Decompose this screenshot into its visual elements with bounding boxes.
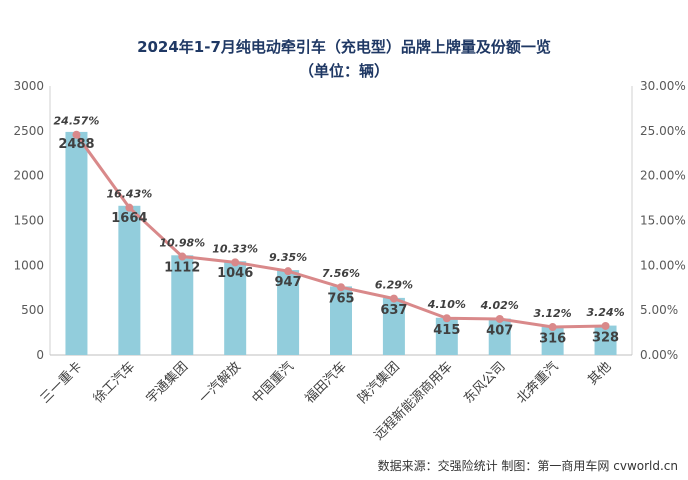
- y2-tick-label: 10.00%: [640, 258, 686, 272]
- share-point: [178, 252, 187, 261]
- x-tick-label: 北奔重汽: [513, 359, 561, 407]
- share-point: [231, 258, 240, 267]
- y2-tick-label: 20.00%: [640, 169, 686, 183]
- bar: [277, 270, 300, 355]
- bar-value-label: 1046: [217, 266, 253, 281]
- bar-value-label: 316: [539, 332, 566, 347]
- x-tick-label: 东风公司: [461, 359, 508, 406]
- share-point: [548, 323, 557, 332]
- share-point: [601, 321, 610, 330]
- y2-tick-label: 5.00%: [640, 303, 678, 317]
- bar-value-label: 1112: [164, 260, 200, 275]
- footer-source: 数据来源：交强险统计 制图：第一商用车网 cvworld.cn: [377, 459, 678, 473]
- bar: [118, 205, 141, 355]
- share-point: [284, 267, 293, 276]
- chart-title: 2024年1-7月纯电动牵引车（充电型）品牌上牌量及份额一览: [137, 38, 551, 56]
- x-tick-label: 中国重汽: [249, 359, 297, 407]
- share-value-label: 10.33%: [212, 242, 258, 255]
- y2-tick-label: 25.00%: [640, 124, 686, 138]
- bar: [171, 255, 194, 355]
- x-tick-label: 陕汽集团: [355, 359, 403, 407]
- y-tick-label: 2000: [13, 169, 44, 183]
- bar-value-label: 407: [486, 324, 513, 339]
- share-value-label: 6.29%: [375, 279, 413, 292]
- share-point: [337, 283, 345, 292]
- y-tick-label: 1500: [13, 214, 44, 228]
- share-value-label: 4.10%: [427, 298, 466, 311]
- share-point: [389, 294, 398, 303]
- y2-tick-label: 15.00%: [640, 214, 686, 228]
- share-point: [72, 130, 81, 139]
- bar: [382, 297, 405, 355]
- share-point: [495, 314, 504, 323]
- share-value-label: 3.24%: [586, 306, 624, 319]
- bar-value-label: 328: [592, 331, 619, 346]
- bar: [541, 326, 564, 355]
- bar-value-label: 1664: [111, 211, 147, 226]
- y-tick-label: 3000: [13, 79, 44, 93]
- bar-value-label: 2488: [58, 137, 94, 152]
- y-tick-label: 500: [21, 303, 44, 317]
- x-tick-label: 其他: [585, 359, 614, 388]
- bar: [488, 318, 511, 355]
- bar-value-label: 947: [275, 275, 302, 290]
- y2-tick-label: 0.00%: [640, 348, 678, 362]
- share-value-label: 10.98%: [159, 237, 205, 250]
- bar-value-label: 637: [380, 303, 407, 318]
- x-tick-label: 徐工汽车: [90, 359, 138, 407]
- share-point: [125, 203, 134, 212]
- y2-tick-label: 30.00%: [640, 79, 686, 93]
- x-tick-label: 一汽解放: [197, 359, 244, 406]
- share-value-label: 4.02%: [480, 299, 519, 312]
- y-tick-label: 0: [36, 348, 44, 362]
- y-tick-label: 1000: [13, 258, 44, 272]
- bar: [224, 261, 247, 355]
- y-tick-label: 2500: [13, 124, 44, 138]
- bar-value-label: 765: [327, 291, 354, 306]
- share-point: [442, 314, 451, 323]
- x-tick-label: 宇通集团: [143, 359, 191, 407]
- share-value-label: 9.35%: [269, 251, 307, 264]
- share-value-label: 16.43%: [106, 188, 152, 201]
- bar: [65, 131, 88, 355]
- x-tick-label: 三一重卡: [37, 359, 85, 407]
- share-value-label: 3.12%: [534, 307, 572, 320]
- share-value-label: 24.57%: [54, 115, 100, 128]
- bar: [594, 325, 617, 355]
- x-tick-label: 福田汽车: [302, 359, 350, 407]
- chart-subtitle: （单位：辆）: [298, 62, 389, 80]
- bar-value-label: 415: [433, 323, 460, 338]
- share-value-label: 7.56%: [322, 267, 360, 280]
- bar: [330, 286, 352, 355]
- bar: [435, 317, 458, 355]
